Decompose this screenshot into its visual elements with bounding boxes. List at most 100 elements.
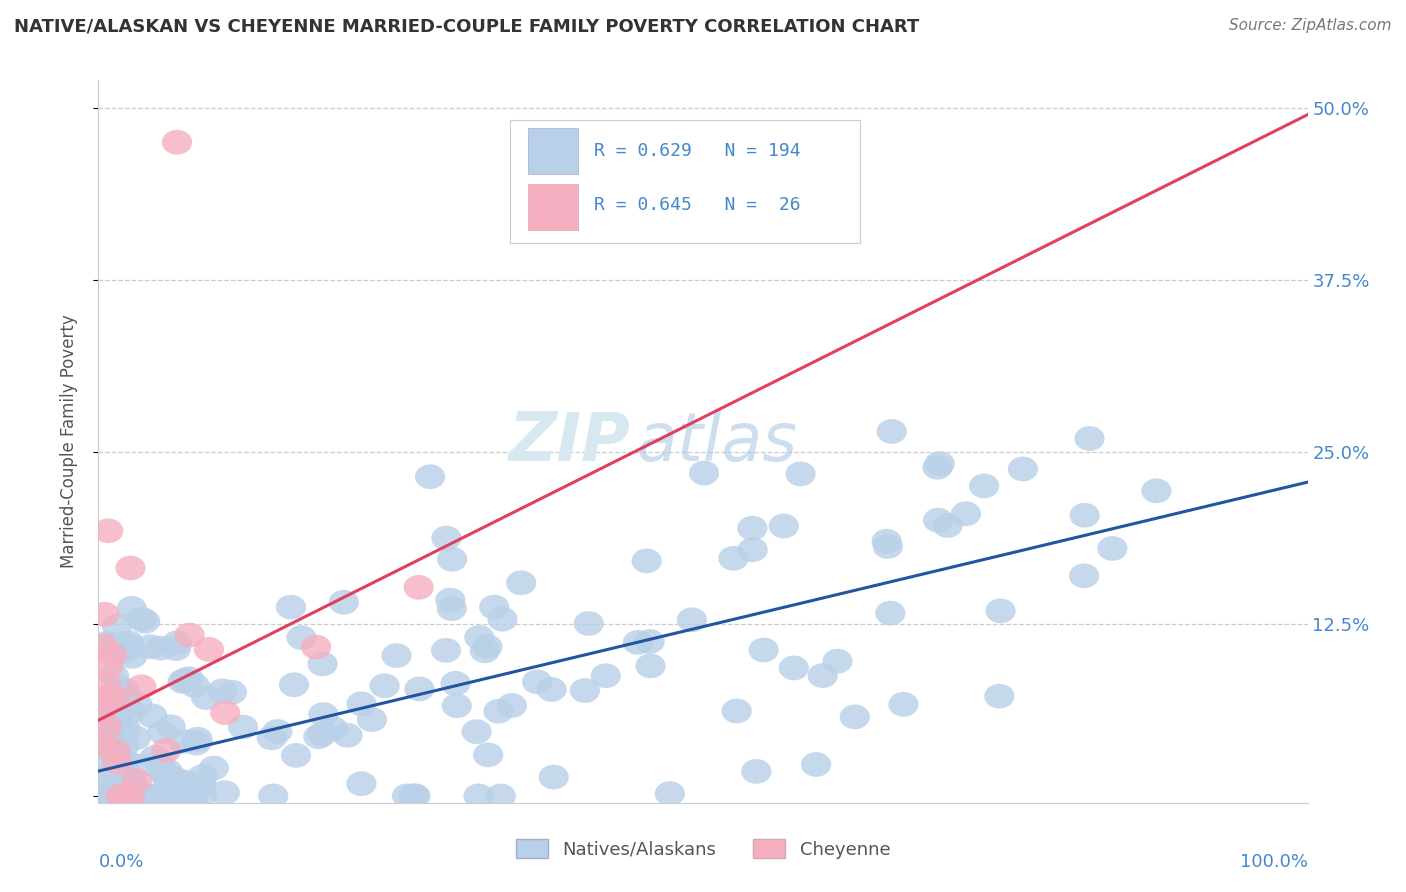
Ellipse shape	[98, 664, 129, 689]
Ellipse shape	[93, 654, 124, 679]
Ellipse shape	[194, 637, 224, 662]
Ellipse shape	[1070, 503, 1099, 528]
Ellipse shape	[786, 461, 815, 486]
Ellipse shape	[186, 772, 217, 797]
Ellipse shape	[177, 778, 208, 803]
Ellipse shape	[432, 525, 461, 550]
Ellipse shape	[437, 596, 467, 621]
Ellipse shape	[127, 783, 156, 808]
Ellipse shape	[104, 712, 134, 736]
Ellipse shape	[506, 570, 536, 595]
FancyBboxPatch shape	[509, 120, 860, 243]
Ellipse shape	[104, 675, 134, 699]
Ellipse shape	[91, 631, 122, 656]
Ellipse shape	[89, 783, 120, 808]
Ellipse shape	[718, 546, 748, 571]
Ellipse shape	[769, 514, 799, 539]
Ellipse shape	[101, 775, 131, 800]
Ellipse shape	[146, 636, 176, 660]
Ellipse shape	[86, 783, 117, 808]
Ellipse shape	[623, 630, 652, 655]
Ellipse shape	[86, 701, 115, 725]
Ellipse shape	[86, 783, 117, 808]
Ellipse shape	[111, 695, 142, 720]
Ellipse shape	[101, 614, 132, 639]
Ellipse shape	[108, 639, 139, 664]
Ellipse shape	[737, 516, 768, 541]
Ellipse shape	[84, 783, 115, 808]
Ellipse shape	[488, 607, 517, 632]
Y-axis label: Married-Couple Family Poverty: Married-Couple Family Poverty	[59, 315, 77, 568]
Ellipse shape	[259, 783, 288, 808]
Ellipse shape	[308, 702, 339, 727]
Ellipse shape	[370, 673, 399, 698]
Ellipse shape	[969, 474, 1000, 499]
Ellipse shape	[96, 783, 125, 808]
Ellipse shape	[257, 725, 287, 750]
Ellipse shape	[436, 588, 465, 613]
Ellipse shape	[87, 732, 117, 757]
Ellipse shape	[209, 780, 240, 805]
Ellipse shape	[1069, 564, 1099, 588]
Ellipse shape	[301, 634, 332, 659]
Ellipse shape	[209, 700, 240, 725]
Ellipse shape	[114, 765, 143, 790]
Ellipse shape	[461, 719, 492, 744]
Ellipse shape	[441, 693, 472, 718]
Ellipse shape	[115, 783, 145, 808]
Ellipse shape	[97, 642, 127, 667]
Ellipse shape	[162, 631, 193, 656]
Ellipse shape	[115, 699, 146, 724]
Ellipse shape	[156, 714, 186, 739]
Ellipse shape	[179, 783, 209, 808]
Ellipse shape	[1008, 457, 1038, 482]
Ellipse shape	[121, 725, 150, 750]
Ellipse shape	[104, 783, 134, 808]
Ellipse shape	[308, 651, 337, 676]
Ellipse shape	[984, 684, 1015, 708]
Ellipse shape	[346, 691, 377, 716]
Ellipse shape	[440, 671, 471, 696]
Ellipse shape	[228, 714, 259, 739]
Ellipse shape	[191, 685, 221, 710]
Ellipse shape	[90, 783, 120, 808]
Ellipse shape	[839, 705, 870, 730]
Ellipse shape	[950, 501, 981, 526]
Ellipse shape	[198, 756, 229, 780]
Ellipse shape	[437, 547, 467, 572]
Ellipse shape	[135, 634, 166, 659]
Ellipse shape	[1074, 426, 1105, 450]
Ellipse shape	[167, 729, 198, 754]
Ellipse shape	[278, 673, 309, 698]
Text: Source: ZipAtlas.com: Source: ZipAtlas.com	[1229, 18, 1392, 33]
Ellipse shape	[176, 783, 207, 808]
Text: ZIP: ZIP	[509, 409, 630, 475]
Ellipse shape	[574, 611, 603, 636]
Ellipse shape	[114, 630, 143, 655]
Ellipse shape	[159, 783, 190, 808]
Ellipse shape	[472, 634, 502, 659]
Ellipse shape	[117, 770, 148, 794]
Ellipse shape	[150, 762, 180, 787]
Ellipse shape	[538, 764, 569, 789]
Ellipse shape	[122, 692, 152, 717]
Ellipse shape	[676, 607, 707, 632]
Ellipse shape	[174, 623, 205, 648]
FancyBboxPatch shape	[527, 128, 578, 174]
Ellipse shape	[131, 783, 160, 808]
Ellipse shape	[399, 783, 429, 808]
Ellipse shape	[329, 590, 359, 615]
Ellipse shape	[148, 720, 177, 745]
Ellipse shape	[159, 766, 190, 791]
Ellipse shape	[127, 674, 156, 699]
Ellipse shape	[217, 680, 247, 705]
Text: 100.0%: 100.0%	[1240, 854, 1308, 871]
Ellipse shape	[173, 666, 204, 691]
Ellipse shape	[103, 734, 132, 759]
Ellipse shape	[108, 783, 138, 808]
Ellipse shape	[90, 602, 120, 627]
Ellipse shape	[139, 745, 170, 770]
Ellipse shape	[925, 451, 955, 476]
Ellipse shape	[357, 707, 387, 732]
FancyBboxPatch shape	[527, 184, 578, 230]
